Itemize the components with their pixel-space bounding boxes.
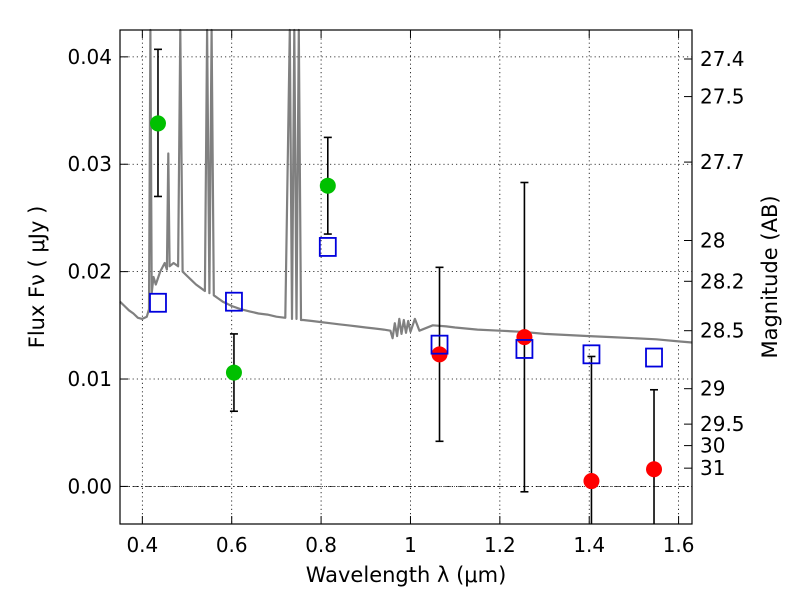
y2-tick-label-4: 28.2 bbox=[700, 269, 745, 293]
x-axis-title: Wavelength λ (μm) bbox=[306, 563, 507, 587]
y2-tick-label-8: 30 bbox=[700, 434, 725, 458]
y-axis-title: Flux Fν ( μJy ) bbox=[25, 206, 49, 349]
data-point-s0-1 bbox=[225, 364, 242, 381]
model-point-3 bbox=[430, 334, 449, 355]
y-tick-label-0: 0.00 bbox=[67, 474, 112, 498]
plot-background bbox=[120, 30, 692, 524]
model-point-2 bbox=[318, 237, 337, 257]
y2-tick-label-3: 28 bbox=[700, 228, 725, 252]
model-point-0 bbox=[149, 292, 167, 313]
y2-tick-label-7: 29.5 bbox=[700, 412, 745, 436]
y2-tick-label-6: 29 bbox=[700, 377, 725, 401]
y2-tick-label-5: 28.5 bbox=[700, 319, 745, 343]
model-spectrum-line bbox=[119, 28, 693, 344]
model-point-6 bbox=[645, 347, 663, 368]
x-tick-label-6: 1.6 bbox=[663, 533, 695, 557]
x-axis-ticks: 0.4 0.6 0.8 1 1.2 1.4 1.6 bbox=[126, 30, 695, 557]
plot-frame bbox=[119, 29, 693, 525]
data-point-s1-2 bbox=[583, 473, 600, 490]
x-tick-label-1: 0.6 bbox=[216, 533, 248, 557]
data-point-s1-3 bbox=[646, 461, 663, 478]
x-tick-label-2: 0.8 bbox=[305, 533, 337, 557]
data-markers bbox=[149, 115, 663, 490]
y2-tick-label-2: 27.7 bbox=[700, 150, 745, 174]
y2-tick-label-1: 27.5 bbox=[700, 85, 745, 109]
data-point-s1-1 bbox=[516, 329, 533, 346]
y2-tick-label-0: 27.4 bbox=[700, 47, 745, 71]
y-tick-label-4: 0.04 bbox=[67, 45, 112, 69]
x-tick-label-5: 1.4 bbox=[573, 533, 605, 557]
model-point-5 bbox=[582, 344, 601, 365]
data-point-s0-2 bbox=[319, 177, 336, 194]
x-tick-label-4: 1.2 bbox=[484, 533, 516, 557]
x-tick-label-0: 0.4 bbox=[126, 533, 158, 557]
x-tick-label-3: 1 bbox=[404, 533, 417, 557]
y-axis-ticks: 0.00 0.01 0.02 0.03 0.04 bbox=[67, 45, 128, 498]
y2-axis-title: Magnitude (AB) bbox=[758, 195, 782, 358]
data-point-s0-0 bbox=[149, 115, 166, 132]
y2-tick-label-9: 31 bbox=[700, 456, 725, 480]
model-point-1 bbox=[225, 291, 243, 312]
y-tick-label-3: 0.03 bbox=[67, 152, 112, 176]
y-tick-label-1: 0.01 bbox=[67, 367, 112, 391]
y-tick-label-2: 0.02 bbox=[67, 260, 112, 284]
model-point-4 bbox=[515, 339, 534, 359]
